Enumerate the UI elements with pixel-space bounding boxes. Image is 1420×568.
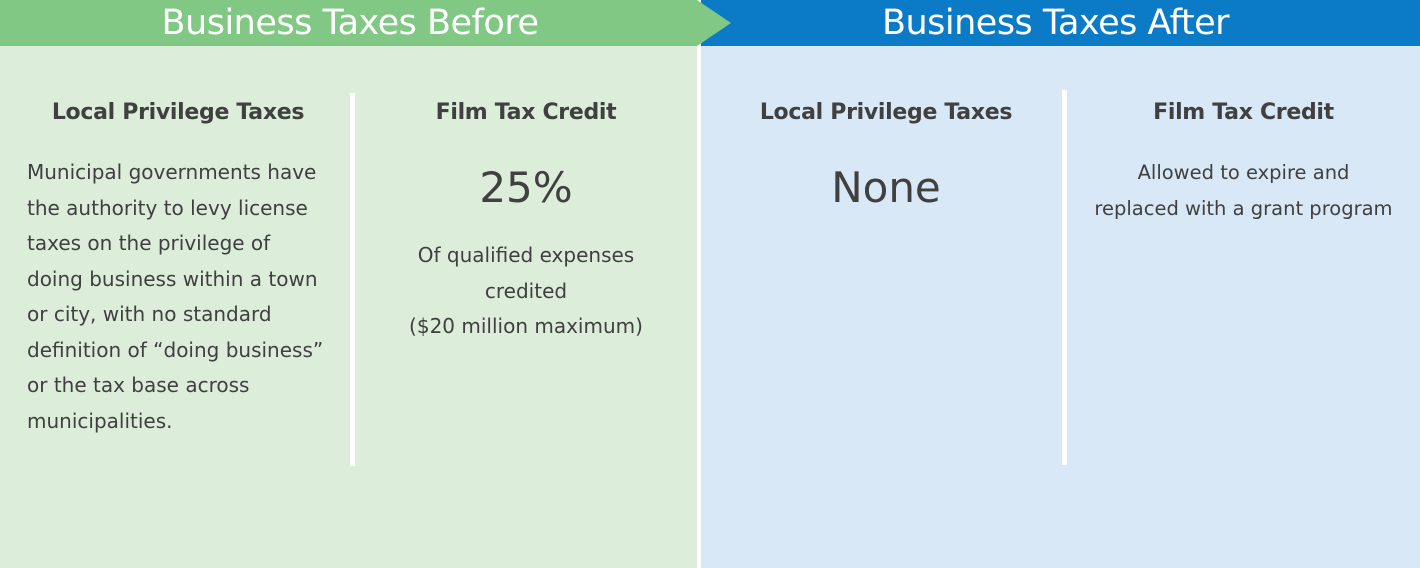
after-header: Business Taxes After xyxy=(701,0,1420,46)
after-panel xyxy=(701,0,1420,568)
before-column-divider xyxy=(350,93,355,466)
description-line: the authority to levy license xyxy=(27,195,308,220)
after-column-divider xyxy=(1062,90,1067,465)
description-line: or the tax base across xyxy=(27,373,250,397)
before-film-credit-value: 25% xyxy=(479,163,573,212)
after-film-credit-title: Film Tax Credit xyxy=(1153,100,1334,125)
before-film-credit-description: Of qualified expenses credited ($20 mill… xyxy=(355,238,697,345)
description-line: ($20 million maximum) xyxy=(409,314,643,338)
before-header: Business Taxes Before xyxy=(0,0,697,46)
description-line: doing business within a town xyxy=(27,266,318,291)
before-film-credit-title: Film Tax Credit xyxy=(435,100,617,125)
description-line: replaced with a grant program xyxy=(1094,196,1393,220)
description-line: Municipal governments have xyxy=(27,160,317,184)
before-local-privilege-title: Local Privilege Taxes xyxy=(51,100,305,125)
before-local-privilege-description: Municipal governments have the authority… xyxy=(27,155,342,439)
after-local-privilege-value: None xyxy=(831,163,941,212)
description-line: or city, with no standard xyxy=(27,302,272,326)
description-line: taxes on the privilege of xyxy=(27,231,271,255)
description-line: Of qualified expenses xyxy=(417,243,635,267)
after-film-credit-description: Allowed to expire and replaced with a gr… xyxy=(1067,155,1420,226)
description-line: credited xyxy=(484,278,568,303)
after-local-privilege-title: Local Privilege Taxes xyxy=(759,100,1013,125)
header-arrow-icon xyxy=(697,0,731,46)
after-header-title: Business Taxes After xyxy=(881,3,1230,43)
description-line: Allowed to expire and xyxy=(1137,161,1350,184)
before-panel xyxy=(0,0,697,568)
description-line: definition of “doing business” xyxy=(27,337,324,362)
before-header-title: Business Taxes Before xyxy=(161,3,539,43)
description-line: municipalities. xyxy=(27,408,173,433)
